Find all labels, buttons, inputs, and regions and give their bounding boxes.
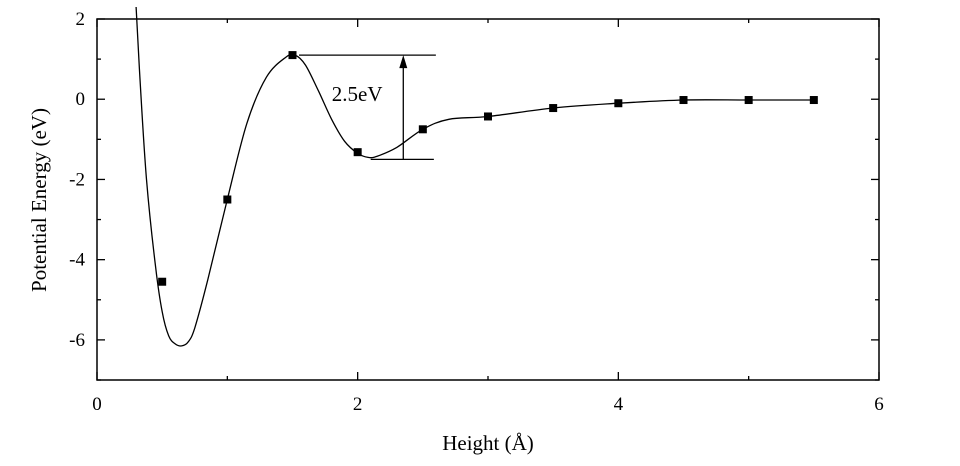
x-tick-label: 0 bbox=[92, 394, 102, 415]
data-point bbox=[484, 112, 492, 121]
y-tick-label: -6 bbox=[69, 330, 85, 351]
data-point bbox=[809, 96, 818, 105]
data-point bbox=[744, 96, 753, 105]
data-point bbox=[158, 277, 167, 286]
annotation-label: 2.5eV bbox=[332, 82, 383, 106]
y-tick-label: 2 bbox=[76, 9, 86, 30]
fitted-curve bbox=[135, 6, 814, 347]
x-axis-label: Height (Å) bbox=[442, 431, 534, 455]
x-tick-label: 2 bbox=[353, 394, 363, 415]
data-point bbox=[223, 195, 232, 204]
y-tick-label: -4 bbox=[69, 250, 85, 271]
x-tick-label: 6 bbox=[874, 394, 884, 415]
data-point bbox=[614, 99, 623, 108]
data-point bbox=[549, 104, 558, 113]
y-tick-label: -2 bbox=[69, 169, 85, 190]
axis-tick-labels: 0 2 4 6 2 0 -2 -4 -6 bbox=[69, 9, 884, 415]
data-point bbox=[418, 125, 427, 134]
axis-ticks bbox=[96, 18, 880, 381]
plot-frame bbox=[96, 18, 880, 381]
barrier-annotation: 2.5eV bbox=[299, 54, 436, 161]
x-tick-label: 4 bbox=[614, 394, 624, 415]
data-point bbox=[353, 148, 362, 157]
annotation-arrowhead bbox=[399, 55, 408, 69]
data-point bbox=[679, 96, 688, 105]
y-axis-label: Potential Energy (eV) bbox=[27, 108, 51, 292]
data-point bbox=[288, 51, 297, 60]
y-tick-label: 0 bbox=[76, 89, 86, 110]
data-points bbox=[158, 51, 818, 286]
